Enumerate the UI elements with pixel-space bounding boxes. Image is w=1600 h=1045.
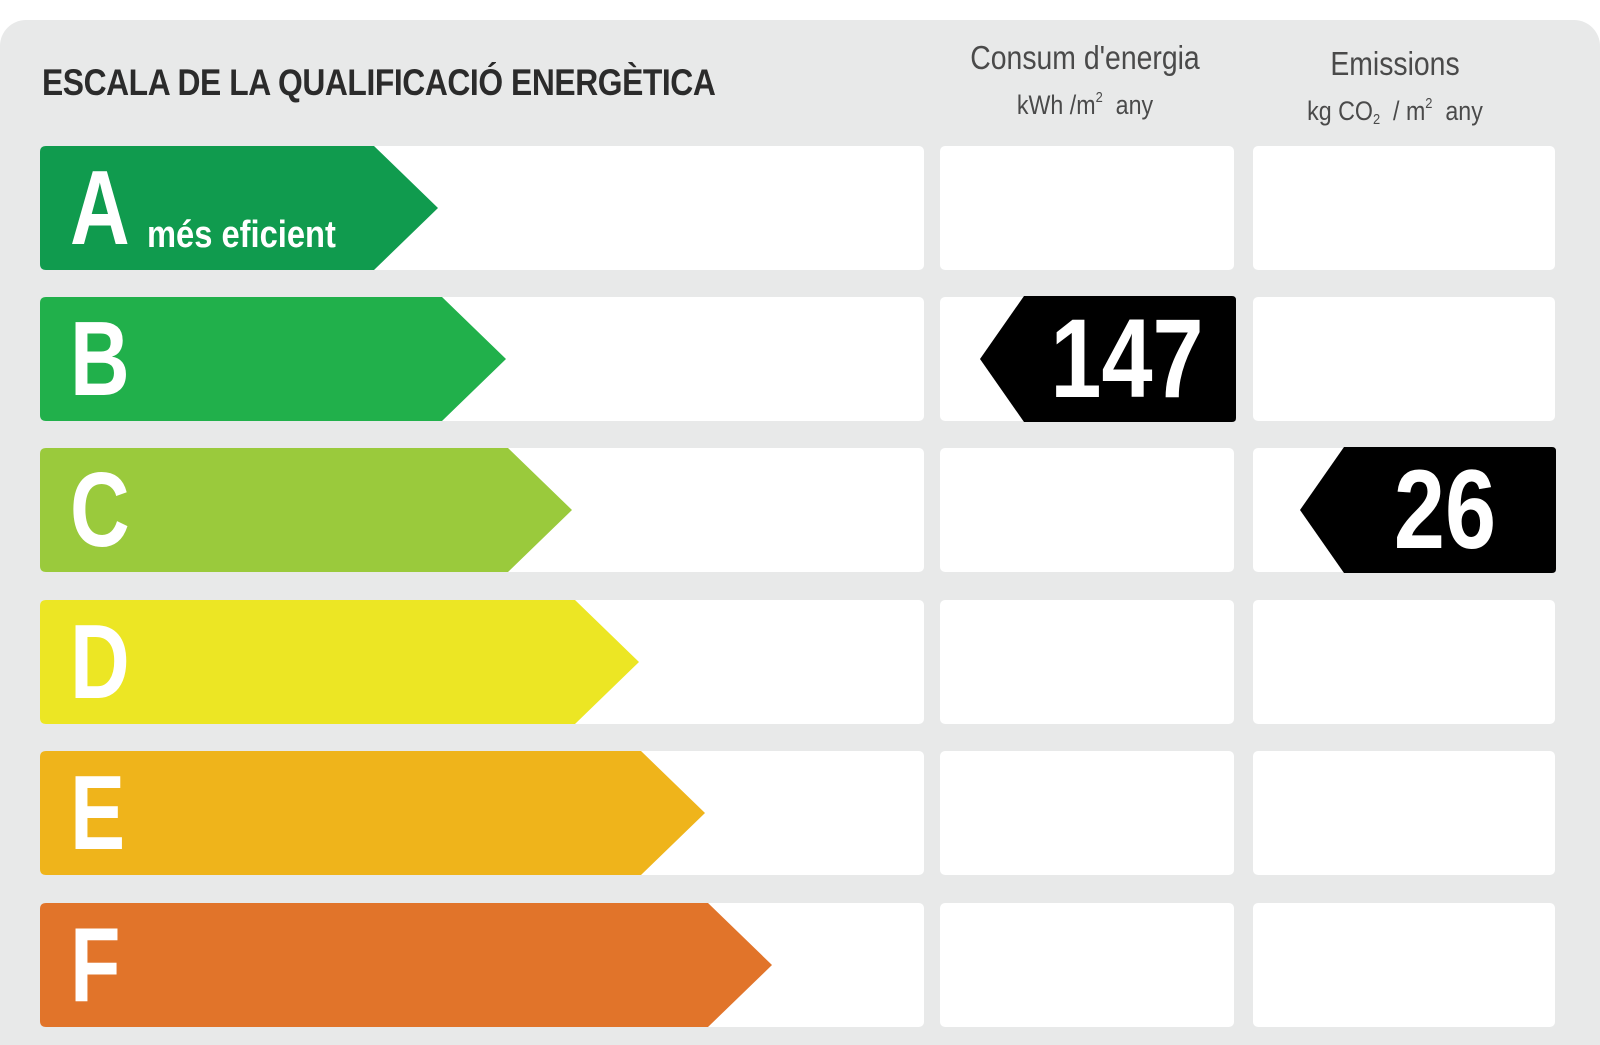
- emissions-cell-b: [1253, 297, 1555, 421]
- energy-cell-e: [940, 751, 1234, 875]
- emissions-cell-d: [1253, 600, 1555, 724]
- energy-column-header: Consum d'energia kWh /m2 any: [940, 38, 1230, 125]
- rating-letter-d: D: [70, 603, 130, 721]
- energy-cell-a: [940, 146, 1234, 270]
- rating-arrow-b: [40, 297, 506, 421]
- emissions-cell-f: [1253, 903, 1555, 1027]
- emissions-column-title: Emissions: [1330, 45, 1460, 82]
- energy-rating-value: 147: [1050, 296, 1204, 421]
- rating-arrow-f: [40, 903, 772, 1027]
- energy-rating-indicator: [980, 296, 1236, 422]
- rating-letter-e: E: [70, 754, 126, 872]
- label-title: ESCALA DE LA QUALIFICACIÓ ENERGÈTICA: [42, 62, 716, 103]
- emissions-cell-e: [1253, 751, 1555, 875]
- rating-arrow-e: [40, 751, 705, 875]
- emissions-column-unit: kg CO2 / m2 any: [1307, 95, 1483, 128]
- rating-letter-a: A: [70, 149, 130, 267]
- emissions-cell-a: [1253, 146, 1555, 270]
- rating-letter-c: C: [70, 451, 130, 569]
- rating-letter-b: B: [70, 300, 130, 418]
- energy-column-unit: kWh /m2 any: [1016, 89, 1154, 120]
- rating-arrow-c: [40, 448, 572, 572]
- rating-letter-f: F: [70, 906, 121, 1024]
- emissions-column-header: Emissions kg CO2 / m2 any: [1250, 44, 1540, 140]
- rating-label-a: més eficient: [147, 214, 336, 256]
- energy-cell-f: [940, 903, 1234, 1027]
- rating-arrow-d: [40, 600, 639, 724]
- energy-cell-d: [940, 600, 1234, 724]
- emissions-rating-indicator: [1300, 447, 1556, 573]
- energy-column-title: Consum d'energia: [970, 39, 1200, 76]
- energy-cell-c: [940, 448, 1234, 572]
- rating-arrow-a: [40, 146, 438, 270]
- emissions-rating-value: 26: [1393, 447, 1497, 572]
